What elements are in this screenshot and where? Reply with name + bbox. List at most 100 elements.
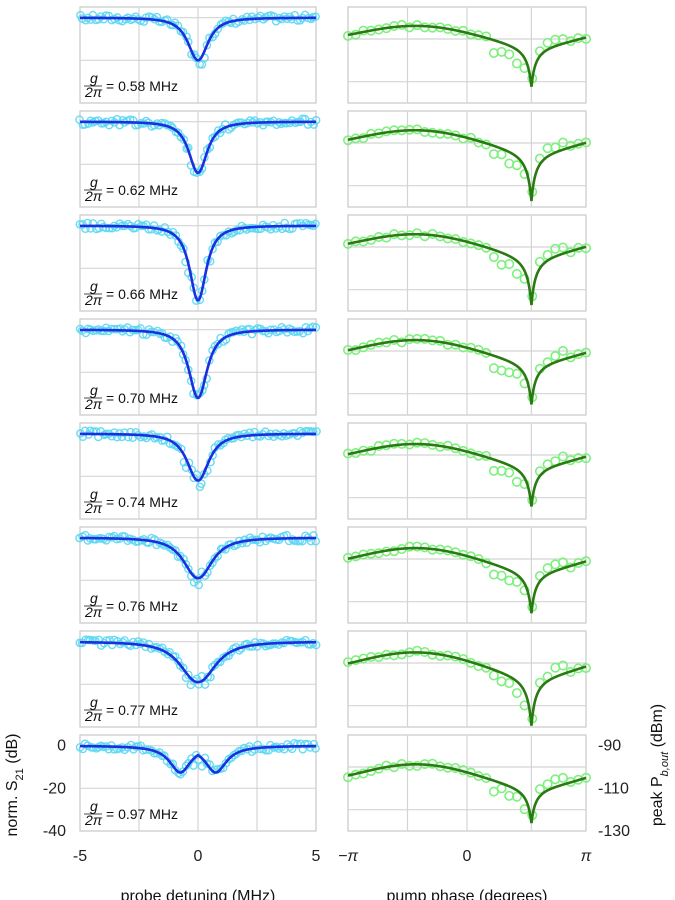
fit-curve	[347, 546, 587, 614]
right-column-panels	[342, 6, 591, 832]
data-point	[256, 324, 265, 334]
fit-curve	[347, 24, 587, 87]
data-point	[557, 660, 568, 671]
data-point	[504, 49, 515, 60]
data-point	[580, 137, 591, 148]
data-point	[178, 663, 188, 673]
g-numerator: g	[90, 590, 98, 606]
g-denominator: 2π	[84, 292, 103, 308]
fit-curve	[80, 16, 316, 62]
data-point	[542, 779, 553, 790]
right-panel-7	[342, 734, 591, 832]
right-ytick-label: -110	[598, 780, 629, 797]
data-point	[227, 753, 236, 762]
left-x-axis-label: probe detuning (MHz)	[121, 888, 276, 900]
g-denominator: 2π	[84, 812, 103, 828]
g-numerator: g	[90, 70, 98, 86]
data-point	[184, 670, 193, 680]
data-point	[192, 575, 202, 584]
data-point	[511, 58, 522, 69]
fit-curve	[79, 744, 317, 774]
g-value: = 0.97 MHz	[106, 806, 178, 822]
fit-curve	[79, 536, 317, 580]
data-point	[150, 434, 160, 443]
right-x-axis-label: pump phase (degrees)	[387, 888, 548, 900]
data-point	[179, 135, 189, 144]
data-point	[202, 40, 212, 50]
right-panel-5	[342, 526, 591, 624]
right-panel-3	[342, 318, 591, 416]
g-numerator: g	[90, 486, 98, 502]
data-point	[557, 451, 568, 462]
data-point	[309, 739, 319, 749]
data-point	[125, 327, 135, 337]
fit-curve	[347, 763, 587, 824]
data-point	[580, 556, 591, 567]
right-xtick-label: 0	[463, 848, 472, 865]
g-numerator: g	[90, 694, 98, 710]
data-point	[123, 536, 132, 545]
data-point	[280, 12, 289, 21]
data-point	[534, 784, 545, 795]
data-point	[75, 219, 85, 229]
left-y-axis-label: norm. S21 (dB)	[4, 734, 26, 837]
right-y-axis-label: peak Pb,out (dBm)	[649, 704, 671, 826]
g-value: = 0.66 MHz	[106, 286, 178, 302]
data-point	[504, 678, 515, 689]
left-xtick-label: 0	[194, 848, 203, 865]
data-point	[311, 115, 321, 125]
g-denominator: 2π	[84, 708, 103, 724]
left-panel-0: g2π = 0.58 MHz	[76, 6, 320, 104]
right-xtick-label: −π	[338, 848, 358, 865]
data-point	[488, 670, 499, 681]
coupling-label: g2π = 0.97 MHz	[84, 798, 178, 828]
left-ytick-label: -40	[43, 823, 66, 840]
data-point	[496, 570, 507, 581]
fit-curve	[347, 232, 587, 306]
left-panel-1: g2π = 0.62 MHz	[75, 110, 321, 208]
data-point	[511, 688, 522, 699]
fit-curve	[79, 640, 317, 684]
data-point	[542, 563, 553, 574]
coupling-label: g2π = 0.70 MHz	[84, 382, 178, 412]
fit-curve	[347, 651, 587, 726]
data-point	[200, 680, 210, 689]
right-panel-6	[342, 630, 591, 728]
data-point	[511, 791, 522, 802]
data-point	[289, 327, 299, 336]
data-point	[173, 656, 183, 666]
coupling-label: g2π = 0.66 MHz	[84, 278, 178, 308]
data-point	[128, 115, 138, 125]
data-point	[550, 351, 561, 362]
g-denominator: 2π	[84, 84, 103, 100]
data-point	[107, 223, 117, 233]
data-point	[189, 761, 198, 770]
data-point	[312, 427, 321, 436]
data-point	[181, 559, 191, 569]
g-denominator: 2π	[84, 604, 103, 620]
g-value: = 0.74 MHz	[106, 494, 178, 510]
left-panel-3: g2π = 0.70 MHz	[75, 318, 321, 416]
g-numerator: g	[90, 798, 98, 814]
g-numerator: g	[90, 174, 98, 190]
right-panel-0	[342, 6, 591, 104]
data-point	[101, 223, 111, 233]
data-point	[504, 467, 515, 478]
data-point	[580, 347, 591, 358]
left-xtick-label: 5	[312, 848, 321, 865]
data-point	[557, 772, 568, 783]
data-point	[131, 12, 140, 21]
coupling-label: g2π = 0.76 MHz	[84, 590, 178, 620]
coupling-label: g2π = 0.74 MHz	[84, 486, 178, 516]
fit-curve	[79, 328, 317, 400]
data-point	[488, 251, 499, 262]
axes-text: 0 -20 -40 -90 -110 -130 -5 0 5 −π 0 π probe detuning…	[4, 704, 671, 900]
data-point	[255, 432, 265, 441]
data-point	[194, 680, 204, 689]
g-value: = 0.70 MHz	[106, 390, 178, 406]
left-panel-7: g2π = 0.97 MHz	[75, 734, 320, 832]
data-point	[311, 640, 321, 650]
left-panel-6: g2π = 0.77 MHz	[75, 630, 321, 728]
data-point	[511, 576, 522, 587]
